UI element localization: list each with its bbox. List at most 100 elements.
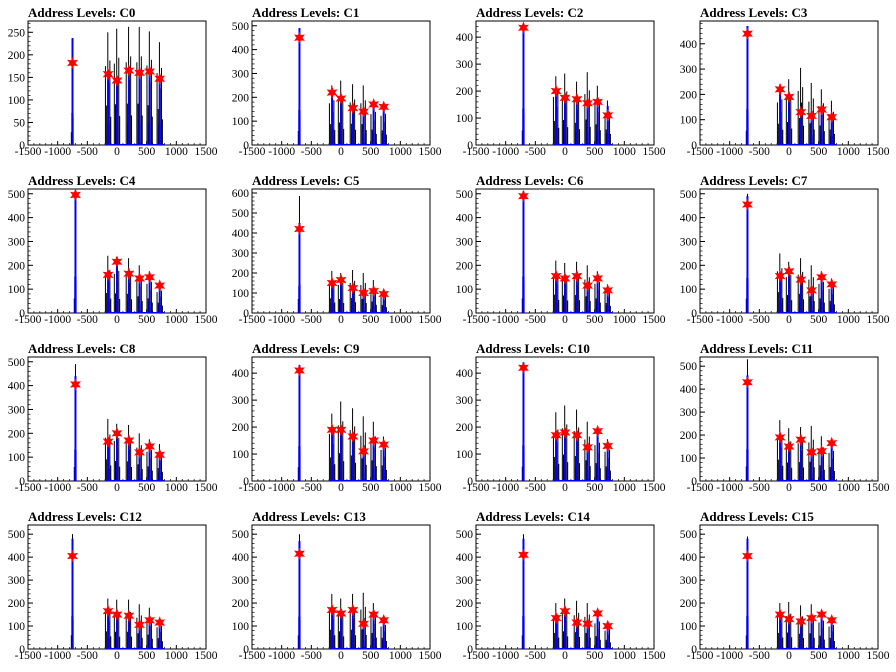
chart-title: Address Levels: C6 bbox=[476, 173, 584, 188]
x-tick-label: -1000 bbox=[44, 146, 71, 158]
x-tick-label: -500 bbox=[525, 314, 546, 326]
x-tick-label: -1500 bbox=[239, 650, 266, 662]
chart-title: Address Levels: C7 bbox=[700, 173, 808, 188]
x-tick-label: -1500 bbox=[463, 482, 490, 494]
x-tick-label: -1500 bbox=[15, 146, 42, 158]
y-tick-label: 400 bbox=[456, 368, 474, 380]
y-tick-label: 200 bbox=[680, 89, 698, 101]
chart-title: Address Levels: C0 bbox=[28, 5, 135, 20]
peak-marker bbox=[741, 27, 753, 40]
peak-marker bbox=[67, 56, 78, 70]
peak-marker bbox=[111, 427, 123, 440]
y-tick-label: 200 bbox=[8, 428, 26, 440]
y-tick-label: 100 bbox=[8, 621, 26, 633]
x-tick-label: 1000 bbox=[389, 146, 412, 158]
y-tick-label: 0 bbox=[19, 644, 25, 656]
y-tick-label: 300 bbox=[8, 236, 26, 248]
x-tick-label: -1000 bbox=[492, 482, 519, 494]
chart-panel: Address Levels: C10 -1500 -1000 -500 0 500 100… bbox=[456, 341, 666, 494]
x-tick-label: 1500 bbox=[867, 650, 890, 662]
x-tick-label: 0 bbox=[114, 482, 120, 494]
x-tick-label: -1000 bbox=[492, 146, 519, 158]
peak-marker bbox=[134, 66, 146, 80]
peak-marker bbox=[69, 188, 81, 202]
chart-panel: Address Levels: C9-1500 -1000 -500 0 500 1000… bbox=[232, 341, 442, 494]
peak-marker bbox=[102, 604, 114, 618]
x-tick-label: 1000 bbox=[613, 482, 636, 494]
x-tick-label: -1500 bbox=[239, 146, 266, 158]
peak-marker bbox=[368, 434, 380, 447]
x-tick-label: 0 bbox=[114, 314, 120, 326]
x-tick-label: 1500 bbox=[419, 314, 442, 326]
x-tick-label: 1500 bbox=[195, 314, 218, 326]
x-tick-label: -500 bbox=[301, 314, 322, 326]
y-tick-label: 400 bbox=[456, 32, 474, 44]
chart-title: Address Levels: C13 bbox=[252, 509, 366, 524]
x-tick-label: 0 bbox=[786, 482, 792, 494]
x-tick-label: 1500 bbox=[419, 482, 442, 494]
peak-marker bbox=[293, 364, 305, 377]
chart-panel: Address Levels: C7-1500 -1000 -500 0 500 1000… bbox=[680, 173, 890, 326]
chart-title: Address Levels: C15 bbox=[700, 509, 814, 524]
y-tick-label: 100 bbox=[680, 284, 698, 296]
peak-marker bbox=[368, 608, 380, 621]
y-tick-label: 0 bbox=[19, 140, 25, 152]
x-tick-label: -1500 bbox=[239, 482, 266, 494]
peak-marker bbox=[293, 547, 305, 561]
x-tick-label: 500 bbox=[362, 650, 380, 662]
x-tick-label: -500 bbox=[749, 650, 770, 662]
peak-marker bbox=[358, 105, 370, 118]
y-tick-label: 0 bbox=[691, 308, 697, 320]
x-tick-label: 1500 bbox=[419, 146, 442, 158]
peak-marker bbox=[358, 617, 370, 631]
chart-panel: Address Levels: C0-1500 -1000 -500 0 500 1000… bbox=[8, 5, 218, 158]
peak-marker bbox=[783, 440, 795, 453]
x-tick-label: 1500 bbox=[867, 482, 890, 494]
chart-title: Address Levels: C1 bbox=[252, 5, 359, 20]
x-tick-label: 0 bbox=[114, 146, 120, 158]
peak-marker bbox=[550, 611, 562, 625]
y-tick-label: 300 bbox=[232, 395, 250, 407]
y-tick-label: 400 bbox=[456, 552, 474, 564]
x-tick-label: -1000 bbox=[268, 650, 295, 662]
y-tick-label: 400 bbox=[456, 213, 474, 225]
peak-marker bbox=[123, 609, 135, 623]
y-tick-label: 200 bbox=[8, 50, 26, 62]
x-tick-label: 1500 bbox=[867, 146, 890, 158]
peak-marker bbox=[293, 222, 305, 236]
x-tick-label: 0 bbox=[562, 314, 568, 326]
peak-marker bbox=[582, 279, 594, 292]
peak-marker bbox=[154, 279, 166, 292]
x-tick-label: -1000 bbox=[44, 482, 71, 494]
x-tick-label: -1000 bbox=[716, 650, 743, 662]
y-tick-label: 200 bbox=[456, 260, 474, 272]
chart-title: Address Levels: C10 bbox=[476, 341, 590, 356]
peak-marker bbox=[571, 616, 583, 629]
x-tick-label: 500 bbox=[810, 146, 828, 158]
y-tick-label: 0 bbox=[243, 644, 249, 656]
peak-marker bbox=[144, 613, 156, 627]
x-tick-label: -1000 bbox=[716, 146, 743, 158]
x-tick-label: 1000 bbox=[837, 314, 860, 326]
x-tick-label: 0 bbox=[786, 650, 792, 662]
x-tick-label: 500 bbox=[586, 146, 604, 158]
peak-marker bbox=[806, 611, 818, 625]
y-tick-label: 0 bbox=[467, 140, 473, 152]
y-tick-label: 300 bbox=[680, 575, 698, 587]
peak-marker bbox=[144, 270, 156, 284]
y-tick-label: 500 bbox=[232, 529, 250, 541]
peak-marker bbox=[368, 284, 380, 298]
peak-marker bbox=[358, 445, 370, 458]
y-tick-label: 100 bbox=[680, 115, 698, 127]
y-tick-label: 300 bbox=[8, 404, 26, 416]
y-tick-label: 400 bbox=[680, 39, 698, 51]
peak-marker bbox=[335, 607, 347, 620]
y-tick-label: 500 bbox=[680, 529, 698, 541]
peak-marker bbox=[335, 423, 347, 437]
peak-marker bbox=[582, 96, 594, 110]
x-tick-label: 0 bbox=[114, 650, 120, 662]
peak-marker bbox=[378, 287, 390, 301]
x-tick-label: 500 bbox=[362, 314, 380, 326]
peak-marker bbox=[111, 608, 123, 621]
y-tick-label: 100 bbox=[8, 452, 26, 464]
